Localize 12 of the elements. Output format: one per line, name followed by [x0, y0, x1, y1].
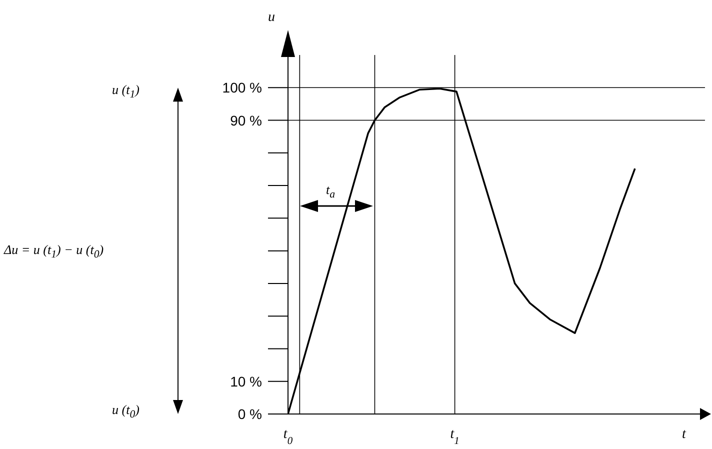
- x-tick-label: t$_{1}$: [450, 427, 460, 446]
- text: u (t$_{1}$): [112, 82, 140, 101]
- x-tick-label: t$_{0}$: [283, 427, 294, 446]
- text: u (t$_{0}$): [112, 402, 140, 421]
- y-tick-label: 10 %: [230, 373, 262, 390]
- text: Δu = u (t$_{1}$) − u (t$_{0}$): [4, 242, 104, 261]
- x-axis-title: t: [682, 427, 686, 443]
- annotation: t$_{a}$: [326, 182, 336, 201]
- y-tick-label: 0 %: [238, 406, 262, 422]
- y-axis-title: u: [268, 10, 275, 26]
- y-tick-label: 90 %: [230, 112, 262, 128]
- y-tick-label: 100 %: [222, 80, 262, 96]
